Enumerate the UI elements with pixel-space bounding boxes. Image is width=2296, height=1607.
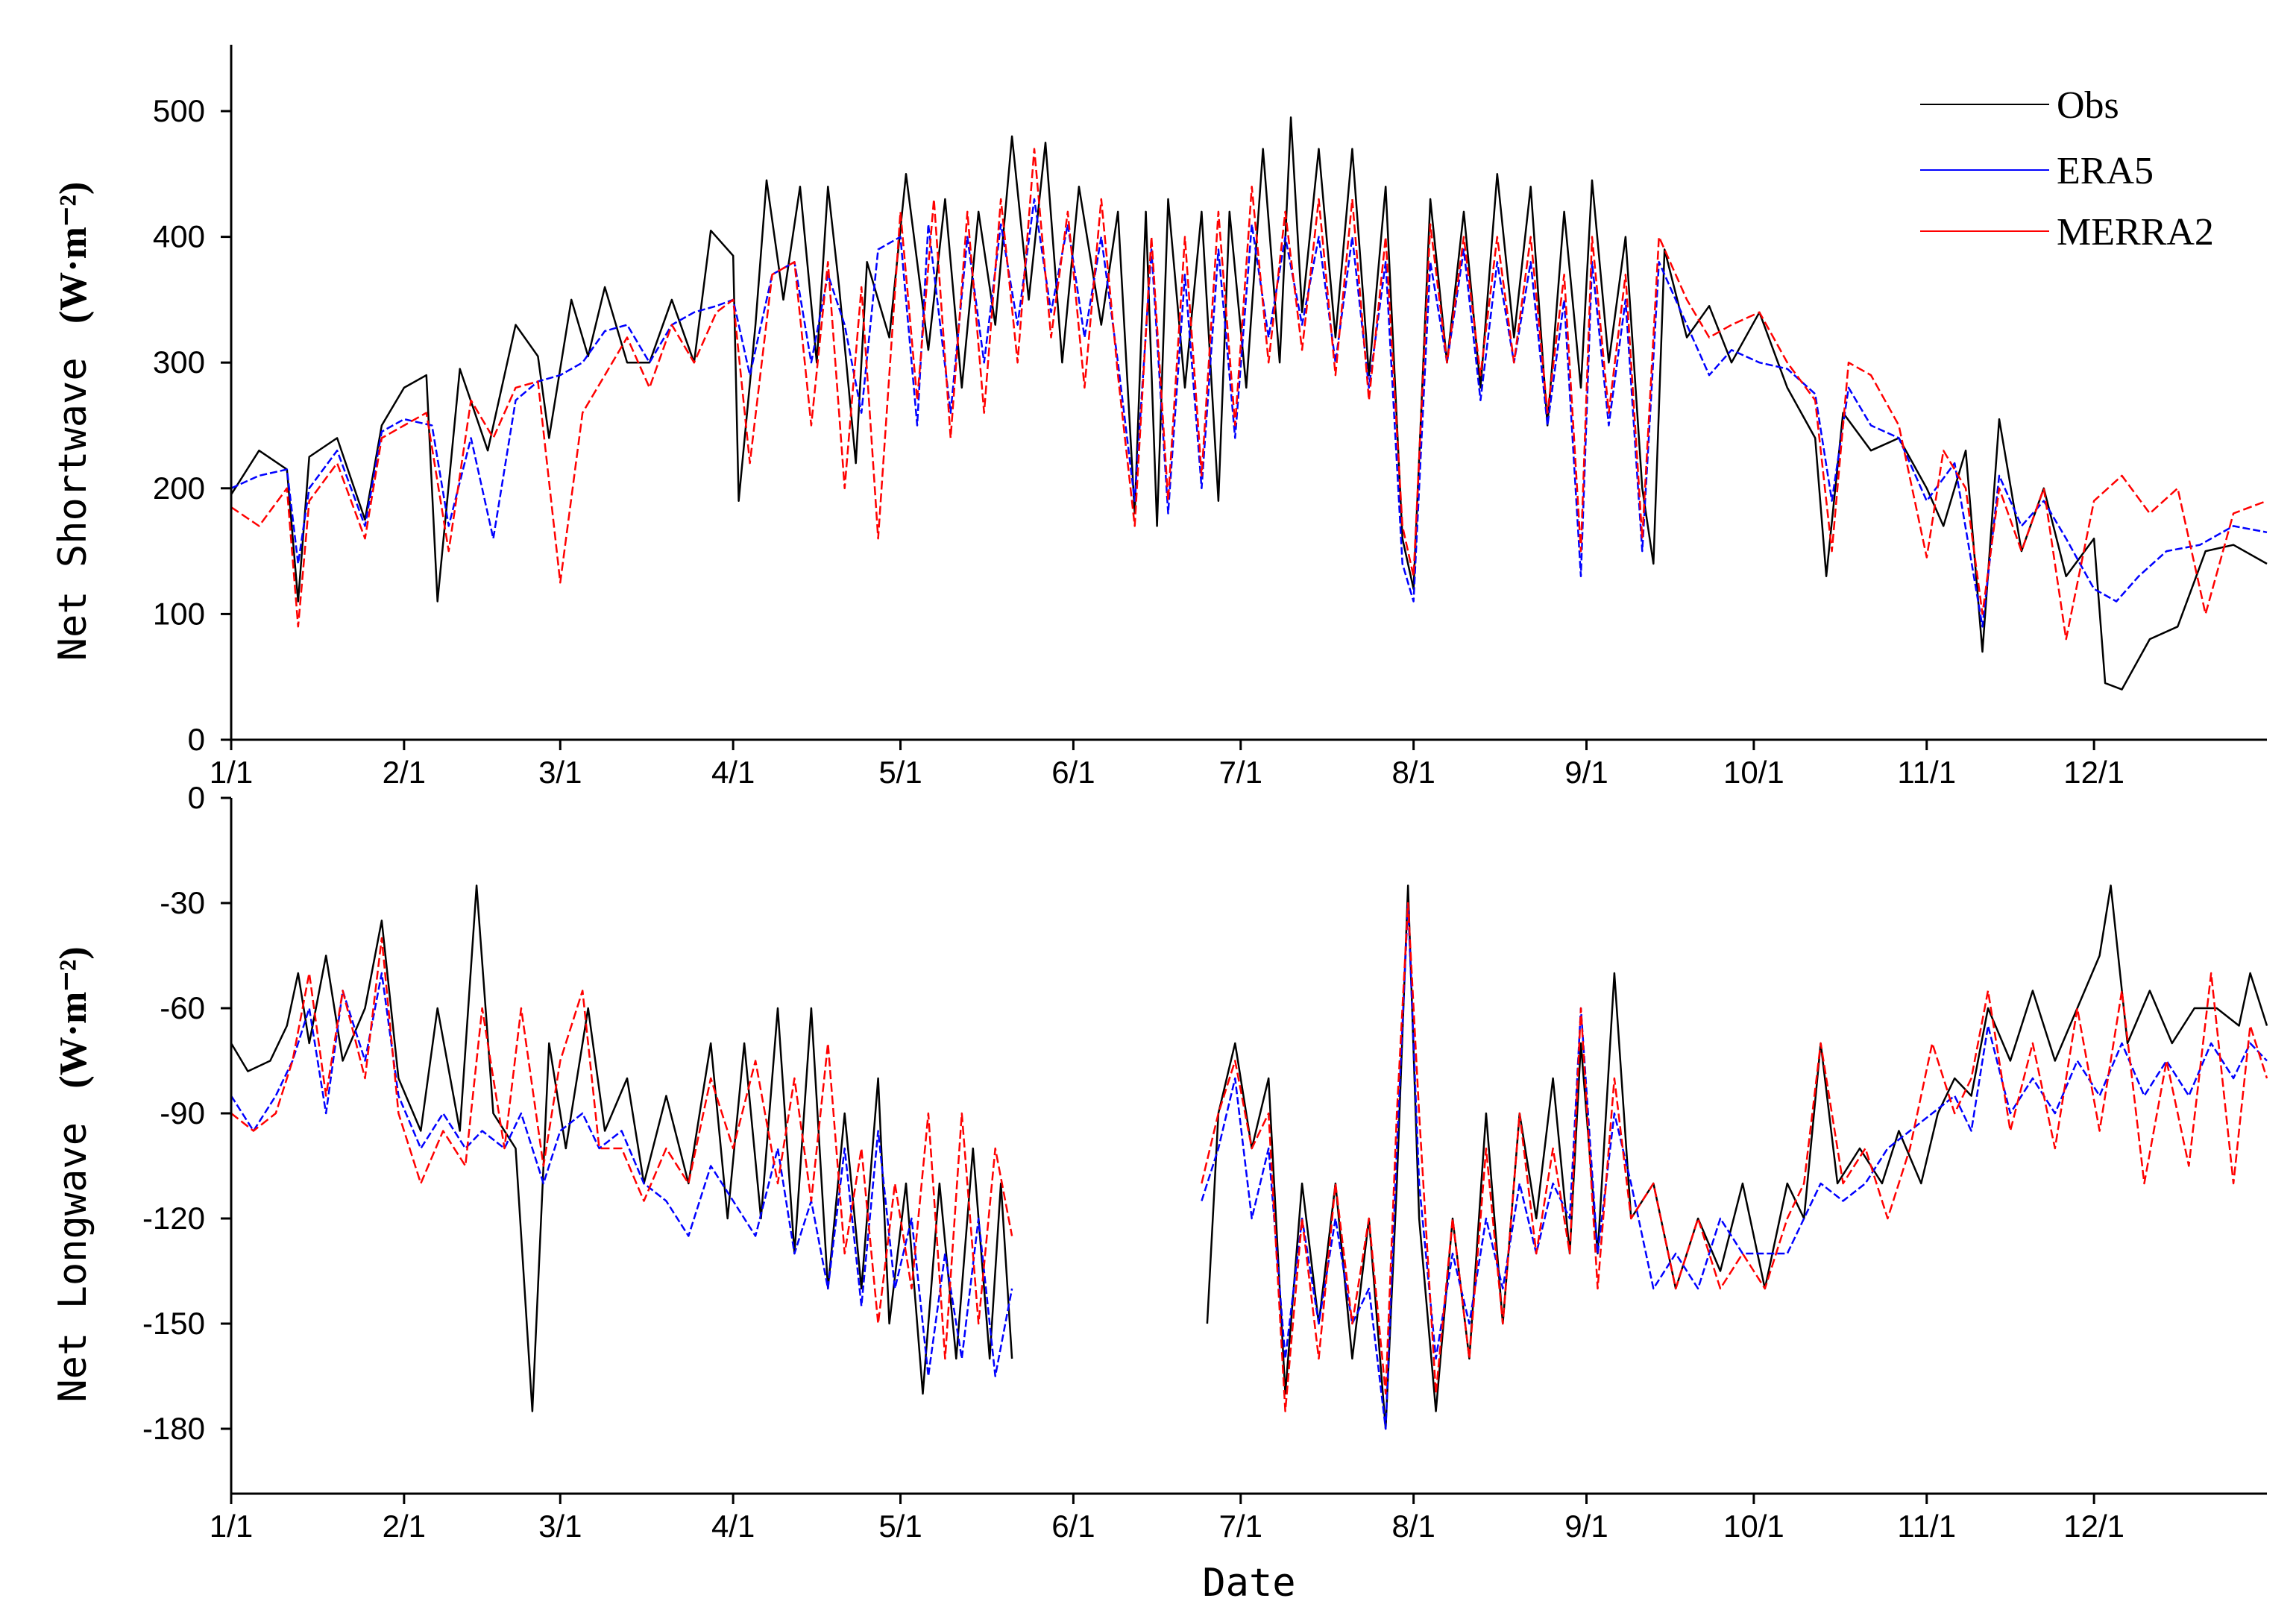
shortwave-y-ticks: 0 100 200 300 400 500 [153,93,231,757]
longwave-era5-line-seg2 [1201,902,2268,1430]
longwave-x-tick-label: 3/1 [538,1509,582,1544]
longwave-merra2-line-seg1 [230,937,1013,1360]
longwave-y-unit: (W·m⁻²) [52,946,95,1088]
longwave-x-tick-label: 6/1 [1051,1509,1095,1544]
longwave-x-tick-label: 9/1 [1564,1509,1608,1544]
x-axis-title: Date [1202,1561,1295,1606]
shortwave-y-tick-label: 500 [153,93,205,128]
shortwave-y-unit: (W·m⁻²) [52,182,95,324]
shortwave-x-tick-label: 11/1 [1897,755,1956,790]
longwave-y-ticks: 0 -30 -60 -90 -120 -150 -180 [142,780,231,1446]
longwave-x-ticks: 1/1 2/1 3/1 4/1 5/1 6/1 7/1 8/1 9/1 10/1 11/1 12/1 [210,1494,2124,1544]
shortwave-x-tick-label: 4/1 [711,755,755,790]
shortwave-x-ticks: 1/1 2/1 3/1 4/1 5/1 6/1 7/1 8/1 9/1 10/1 11/1 12/1 [210,740,2124,790]
shortwave-x-tick-label: 1/1 [210,755,253,790]
shortwave-x-tick-label: 2/1 [383,755,426,790]
longwave-x-tick-label: 12/1 [2063,1509,2124,1544]
shortwave-x-tick-label: 7/1 [1219,755,1262,790]
shortwave-y-label: Net Shortwave [51,357,95,661]
longwave-era5-line-seg1 [230,972,1013,1377]
shortwave-y-tick-label: 300 [153,345,205,380]
shortwave-x-tick-label: 3/1 [538,755,582,790]
longwave-x-tick-label: 10/1 [1723,1509,1784,1544]
longwave-y-tick-label: -30 [160,885,205,920]
shortwave-y-tick-label: 200 [153,471,205,506]
longwave-merra2-line-seg2 [1201,902,2268,1412]
shortwave-merra2-line [230,148,2268,641]
longwave-x-tick-label: 1/1 [210,1509,253,1544]
shortwave-x-tick-label: 10/1 [1723,755,1784,790]
shortwave-x-tick-label: 6/1 [1051,755,1095,790]
longwave-y-tick-label: -60 [160,990,205,1025]
longwave-y-label: Net Longwave [51,1122,95,1403]
shortwave-y-tick-label: 400 [153,219,205,254]
longwave-series-group [230,884,2268,1430]
legend-merra2-label: MERRA2 [2057,211,2214,254]
shortwave-x-tick-label: 8/1 [1391,755,1435,790]
longwave-x-tick-label: 2/1 [383,1509,426,1544]
longwave-y-axis-title: Net Longwave (W·m⁻²) [51,946,95,1402]
longwave-panel: 0 -30 -60 -90 -120 -150 -180 1/1 2/1 3/1 4/1 5/1 6/… [51,780,2268,1606]
shortwave-era5-line [230,198,2268,628]
longwave-obs-line-seg2 [1206,884,2268,1430]
shortwave-obs-line [230,116,2268,691]
shortwave-y-tick-label: 100 [153,596,205,631]
shortwave-x-tick-label: 5/1 [878,755,922,790]
longwave-y-tick-label: -90 [160,1095,205,1130]
shortwave-y-tick-label: 0 [188,722,205,757]
longwave-x-tick-label: 11/1 [1897,1509,1956,1544]
longwave-y-tick-label: 0 [188,780,205,815]
shortwave-x-tick-label: 9/1 [1564,755,1608,790]
legend: Obs ERA5 MERRA2 [1920,84,2214,254]
longwave-x-tick-label: 8/1 [1391,1509,1435,1544]
legend-era5-label: ERA5 [2057,150,2154,192]
shortwave-panel: 0 100 200 300 400 500 1/1 2/1 3/1 4/1 5/1 6/1 7/1 8/… [51,45,2268,790]
longwave-y-tick-label: -180 [142,1411,205,1446]
longwave-x-tick-label: 4/1 [711,1509,755,1544]
legend-obs-label: Obs [2057,84,2119,127]
longwave-y-tick-label: -120 [142,1201,205,1236]
longwave-y-tick-label: -150 [142,1306,205,1341]
longwave-x-tick-label: 5/1 [878,1509,922,1544]
longwave-x-tick-label: 7/1 [1219,1509,1262,1544]
shortwave-x-tick-label: 12/1 [2063,755,2124,790]
shortwave-y-axis-title: Net Shortwave (W·m⁻²) [51,182,95,661]
shortwave-series-group [230,116,2268,691]
